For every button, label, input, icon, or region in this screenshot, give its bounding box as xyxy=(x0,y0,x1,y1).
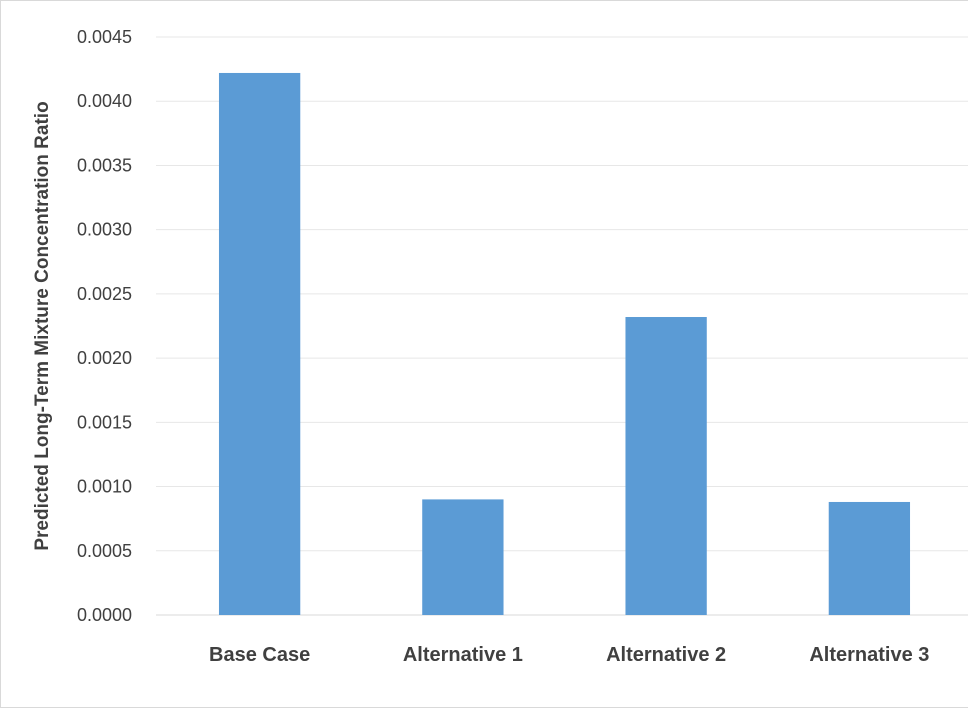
y-tick-label: 0.0045 xyxy=(77,27,132,47)
x-tick-label: Base Case xyxy=(209,644,310,666)
y-tick-label: 0.0030 xyxy=(77,220,132,240)
y-tick-label: 0.0040 xyxy=(77,91,132,111)
bar-base-case xyxy=(218,72,301,615)
y-tick-label: 0.0005 xyxy=(77,541,132,561)
bars xyxy=(218,72,911,615)
x-axis-ticks: Base Case Alternative 1 Alternative 2 Alter… xyxy=(209,644,929,666)
x-tick-label: Alternative 3 xyxy=(809,644,929,666)
bar-alternative-2 xyxy=(625,317,707,615)
y-axis-label: Predicted Long-Term Mixture Concentratio… xyxy=(32,101,53,550)
y-tick-label: 0.0035 xyxy=(77,155,132,175)
bar-alternative-3 xyxy=(828,501,911,615)
bar-alternative-1 xyxy=(422,499,504,615)
y-tick-label: 0.0010 xyxy=(77,477,132,497)
y-tick-label: 0.0015 xyxy=(77,412,132,432)
x-tick-label: Alternative 1 xyxy=(403,644,523,666)
y-tick-label: 0.0025 xyxy=(77,284,132,304)
y-axis-ticks: 0.0000 0.0005 0.0010 0.0015 0.0020 0.0025 0.00… xyxy=(77,27,132,625)
x-tick-label: Alternative 2 xyxy=(606,644,726,666)
y-tick-label: 0.0020 xyxy=(77,348,132,368)
y-tick-label: 0.0000 xyxy=(77,605,132,625)
